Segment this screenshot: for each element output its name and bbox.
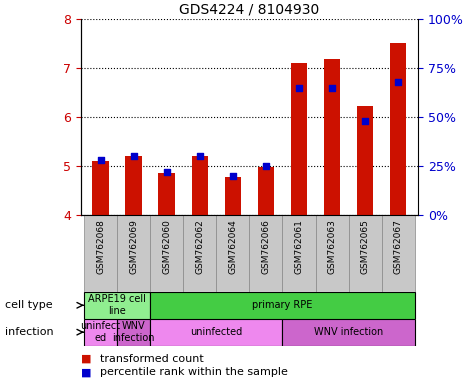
Text: GSM762061: GSM762061: [294, 219, 304, 274]
Text: uninfect
ed: uninfect ed: [81, 321, 121, 343]
Bar: [216, 215, 249, 292]
Bar: [84, 319, 117, 346]
Bar: [159, 174, 175, 215]
Text: WNV
infection: WNV infection: [113, 321, 155, 343]
Text: GSM762064: GSM762064: [228, 219, 238, 274]
Text: primary RPE: primary RPE: [252, 300, 313, 310]
Text: WNV infection: WNV infection: [314, 327, 383, 337]
Bar: [117, 319, 150, 346]
Point: [229, 173, 237, 179]
Bar: [283, 319, 415, 346]
Bar: [150, 292, 415, 319]
Bar: [225, 177, 241, 215]
Text: ■: ■: [81, 354, 95, 364]
Point: [262, 163, 270, 169]
Text: GSM762065: GSM762065: [361, 219, 370, 274]
Text: cell type: cell type: [5, 300, 52, 310]
Text: percentile rank within the sample: percentile rank within the sample: [100, 367, 288, 377]
Text: GSM762063: GSM762063: [328, 219, 336, 274]
Text: GSM762066: GSM762066: [261, 219, 270, 274]
Bar: [390, 43, 407, 215]
Bar: [381, 215, 415, 292]
Bar: [183, 215, 216, 292]
Bar: [291, 63, 307, 215]
Point: [196, 153, 204, 159]
Point: [130, 153, 137, 159]
Text: GSM762067: GSM762067: [394, 219, 403, 274]
Point: [394, 79, 402, 85]
Bar: [349, 215, 381, 292]
Point: [328, 85, 336, 91]
Bar: [150, 215, 183, 292]
Bar: [257, 167, 274, 215]
Bar: [117, 215, 150, 292]
Bar: [249, 215, 283, 292]
Text: ARPE19 cell
line: ARPE19 cell line: [88, 295, 146, 316]
Text: GSM762069: GSM762069: [129, 219, 138, 274]
Point: [163, 169, 171, 175]
Text: infection: infection: [5, 327, 53, 337]
Bar: [150, 319, 283, 346]
Text: GSM762068: GSM762068: [96, 219, 105, 274]
Point: [295, 85, 303, 91]
Bar: [84, 215, 117, 292]
Text: ■: ■: [81, 367, 95, 377]
Point: [361, 118, 369, 124]
Bar: [315, 215, 349, 292]
Bar: [191, 156, 208, 215]
Bar: [84, 292, 150, 319]
Text: transformed count: transformed count: [100, 354, 203, 364]
Point: [97, 157, 104, 163]
Bar: [357, 106, 373, 215]
Text: uninfected: uninfected: [190, 327, 242, 337]
Text: GSM762062: GSM762062: [195, 219, 204, 274]
Title: GDS4224 / 8104930: GDS4224 / 8104930: [179, 3, 320, 17]
Text: GSM762060: GSM762060: [162, 219, 171, 274]
Bar: [324, 60, 340, 215]
Bar: [125, 156, 142, 215]
Bar: [92, 161, 109, 215]
Bar: [283, 215, 315, 292]
